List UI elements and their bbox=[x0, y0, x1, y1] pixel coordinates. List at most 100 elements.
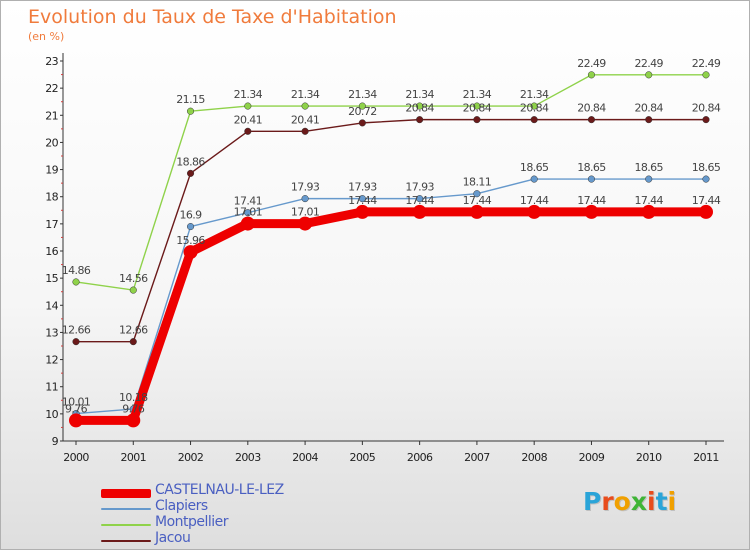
data-point-jacou bbox=[129, 338, 137, 346]
data-point-jacou bbox=[702, 116, 710, 124]
series-line-jacou bbox=[75, 118, 707, 343]
data-point-montpellier bbox=[416, 102, 424, 110]
data-point-castelnau-le-lez bbox=[527, 204, 542, 219]
data-label-castelnau-le-lez: 17.44 bbox=[348, 194, 377, 207]
x-tick-label: 2004 bbox=[292, 451, 318, 464]
data-point-montpellier bbox=[358, 102, 366, 110]
data-point-clapiers bbox=[301, 195, 309, 203]
data-point-castelnau-le-lez bbox=[469, 204, 484, 219]
data-point-jacou bbox=[72, 338, 80, 346]
x-tick-label: 2006 bbox=[407, 451, 433, 464]
legend-label-jacou: Jacou bbox=[155, 530, 191, 546]
data-label-castelnau-le-lez: 17.44 bbox=[463, 194, 492, 207]
data-label-clapiers: 18.65 bbox=[577, 161, 606, 174]
data-point-montpellier bbox=[244, 102, 252, 110]
data-label-castelnau-le-lez: 17.01 bbox=[234, 206, 263, 219]
data-label-castelnau-le-lez: 17.44 bbox=[634, 194, 663, 207]
data-point-montpellier bbox=[587, 71, 596, 79]
data-label-castelnau-le-lez: 15.96 bbox=[176, 234, 205, 247]
data-label-clapiers: 17.93 bbox=[291, 181, 320, 194]
y-tick-label: 12 bbox=[45, 354, 58, 367]
data-label-montpellier: 22.49 bbox=[577, 57, 606, 70]
legend-label-castelnau: CASTELNAU-LE-LEZ bbox=[155, 482, 284, 498]
legend-swatch-castelnau bbox=[101, 489, 151, 498]
data-point-montpellier bbox=[530, 102, 538, 110]
data-point-jacou bbox=[645, 116, 653, 124]
x-tick-label: 2009 bbox=[579, 451, 605, 464]
data-label-montpellier: 22.49 bbox=[692, 57, 721, 70]
data-point-clapiers bbox=[702, 175, 710, 183]
data-point-jacou bbox=[244, 127, 252, 135]
legend-label-clapiers: Clapiers bbox=[155, 498, 208, 514]
y-tick-label: 15 bbox=[45, 272, 58, 285]
data-point-montpellier bbox=[129, 286, 137, 294]
y-tick-label: 16 bbox=[45, 245, 58, 258]
x-tick-label: 2007 bbox=[464, 451, 490, 464]
logo-letter: P bbox=[583, 487, 602, 516]
proxiti-logo: Proxiti bbox=[583, 487, 676, 516]
y-tick-label: 18 bbox=[45, 191, 58, 204]
data-point-castelnau-le-lez bbox=[584, 204, 599, 219]
data-label-montpellier: 21.34 bbox=[463, 88, 492, 101]
series-line-clapiers bbox=[75, 178, 707, 415]
data-point-castelnau-le-lez bbox=[298, 216, 313, 231]
logo-letter: t bbox=[655, 487, 668, 516]
y-tick-label: 10 bbox=[45, 408, 58, 421]
data-point-jacou bbox=[473, 116, 481, 124]
x-tick-label: 2002 bbox=[178, 451, 204, 464]
data-point-clapiers bbox=[358, 195, 366, 203]
logo-letter: o bbox=[613, 487, 631, 516]
data-point-jacou bbox=[416, 116, 424, 124]
legend-swatch-montpellier bbox=[101, 524, 151, 526]
data-label-montpellier: 21.34 bbox=[291, 88, 320, 101]
data-point-clapiers bbox=[186, 223, 195, 231]
data-point-castelnau-le-lez bbox=[126, 413, 141, 428]
data-label-montpellier: 22.49 bbox=[634, 57, 663, 70]
y-tick-label: 17 bbox=[45, 218, 58, 231]
y-tick-label: 20 bbox=[45, 136, 58, 149]
y-tick-label: 11 bbox=[45, 381, 58, 394]
legend-label-montpellier: Montpellier bbox=[155, 514, 229, 530]
data-point-clapiers bbox=[645, 175, 653, 183]
data-point-clapiers bbox=[244, 209, 252, 217]
data-label-clapiers: 18.65 bbox=[692, 161, 721, 174]
data-label-clapiers: 18.65 bbox=[634, 161, 663, 174]
data-label-montpellier: 21.34 bbox=[348, 88, 377, 101]
data-label-clapiers: 18.11 bbox=[463, 176, 492, 189]
data-label-montpellier: 14.56 bbox=[119, 272, 148, 285]
chart-series bbox=[69, 71, 713, 428]
y-tick-label: 14 bbox=[45, 299, 58, 312]
chart-data-labels: 14.86 14.56 21.15 21.34 21.34 21.34 21.34 21.34… bbox=[62, 57, 722, 416]
data-label-clapiers: 10.01 bbox=[62, 396, 91, 409]
y-tick-label: 21 bbox=[45, 109, 58, 122]
data-point-castelnau-le-lez bbox=[641, 204, 656, 219]
data-point-clapiers bbox=[530, 175, 538, 183]
legend-swatch-clapiers bbox=[101, 508, 151, 510]
data-point-clapiers bbox=[416, 195, 424, 203]
data-label-jacou: 12.66 bbox=[62, 324, 91, 337]
data-label-jacou: 20.72 bbox=[348, 105, 377, 118]
data-point-castelnau-le-lez bbox=[355, 204, 370, 219]
x-tick-label: 2003 bbox=[235, 451, 261, 464]
chart-units: (en %) bbox=[28, 30, 65, 43]
data-label-jacou: 20.41 bbox=[291, 113, 320, 126]
data-label-montpellier: 21.34 bbox=[405, 88, 434, 101]
data-label-castelnau-le-lez: 17.44 bbox=[405, 194, 434, 207]
data-label-jacou: 20.84 bbox=[692, 102, 721, 115]
series-line-castelnau-le-lez bbox=[71, 207, 711, 425]
data-point-jacou bbox=[587, 116, 596, 124]
data-point-castelnau-le-lez bbox=[240, 216, 255, 231]
data-label-jacou: 20.84 bbox=[520, 102, 549, 115]
data-label-castelnau-le-lez: 9.76 bbox=[65, 402, 88, 415]
data-point-montpellier bbox=[473, 102, 481, 110]
y-tick-label: 13 bbox=[45, 326, 58, 339]
data-label-castelnau-le-lez: 17.44 bbox=[520, 194, 549, 207]
data-point-montpellier bbox=[702, 71, 710, 79]
y-tick-label: 19 bbox=[45, 164, 58, 177]
data-point-montpellier bbox=[186, 107, 195, 115]
y-tick-label: 9 bbox=[52, 435, 59, 448]
series-line-montpellier bbox=[75, 74, 707, 291]
data-label-jacou: 12.66 bbox=[119, 324, 148, 337]
